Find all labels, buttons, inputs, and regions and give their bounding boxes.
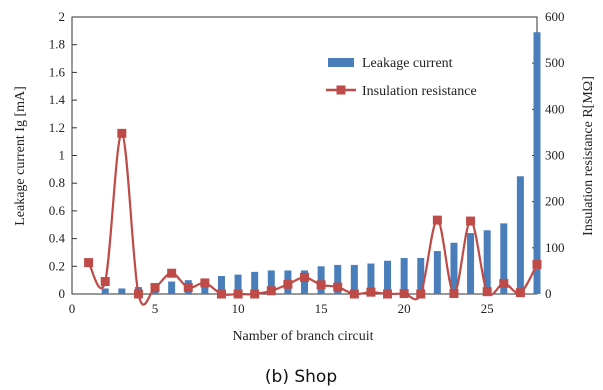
- insulation-resistance-point: [515, 288, 525, 298]
- legend: Leakage current Insulation resistance: [326, 56, 477, 99]
- leakage-bar: [450, 242, 458, 294]
- leakage-bar: [334, 264, 342, 294]
- leakage-bar: [433, 251, 441, 294]
- y-left-tick-label: 2: [59, 9, 66, 24]
- insulation-resistance-point: [84, 258, 94, 268]
- y-left-tick-label: 1.4: [49, 92, 66, 107]
- y-left-tick-label: 1: [59, 148, 66, 163]
- insulation-resistance-point: [266, 286, 276, 296]
- legend-bar-label: Leakage current: [362, 56, 453, 71]
- leakage-bar: [367, 263, 375, 294]
- insulation-resistance-point: [416, 289, 426, 299]
- insulation-resistance-point: [133, 289, 143, 299]
- leakage-bar: [101, 288, 109, 294]
- y-left-tick-label: 0.6: [49, 203, 66, 218]
- insulation-resistance-point: [399, 289, 409, 299]
- y-left-tick-label: 1.8: [49, 37, 65, 52]
- insulation-resistance-point: [466, 216, 476, 226]
- y-left-tick-label: 1.2: [49, 120, 65, 135]
- figure-caption: (b) Shop: [265, 367, 337, 387]
- insulation-resistance-point: [250, 289, 260, 299]
- insulation-resistance-point: [183, 283, 193, 293]
- x-tick-label: 10: [232, 301, 245, 316]
- insulation-resistance-point: [499, 278, 509, 288]
- y-right-tick-label: 300: [545, 148, 565, 163]
- leakage-bar: [500, 223, 508, 294]
- x-tick-label: 0: [69, 301, 76, 316]
- y-left-tick-label: 0.8: [49, 175, 65, 190]
- y-axis-left-label: Leakage current Ig [mA]: [13, 86, 28, 226]
- insulation-resistance-point: [300, 272, 309, 282]
- legend-bar-swatch: [328, 58, 354, 67]
- leakage-bar: [317, 266, 325, 294]
- x-tick-label: 25: [481, 301, 494, 316]
- y-right-tick-label: 200: [545, 194, 565, 209]
- insulation-resistance-point: [532, 259, 542, 269]
- leakage-bar: [251, 271, 259, 294]
- leakage-bar: [350, 264, 358, 294]
- leakage-bar: [118, 288, 126, 294]
- insulation-resistance-point: [233, 289, 243, 299]
- leakage-bar: [417, 257, 425, 294]
- y-right-tick-label: 500: [545, 55, 565, 70]
- x-tick-label: 20: [398, 301, 411, 316]
- y-left-tick-label: 1.6: [49, 64, 66, 79]
- insulation-resistance-point: [200, 278, 210, 288]
- leakage-bar: [533, 32, 541, 295]
- y-left-tick-label: 0.4: [49, 231, 66, 246]
- insulation-resistance-point: [449, 289, 459, 299]
- insulation-resistance-point: [383, 289, 393, 299]
- leakage-bar: [168, 281, 176, 294]
- insulation-resistance-point: [432, 215, 442, 225]
- y-right-tick-label: 400: [545, 101, 565, 116]
- y-axis-right-label: Insulation resistance R[MΩ]: [581, 76, 596, 236]
- insulation-resistance-point: [117, 128, 127, 138]
- insulation-resistance-point: [316, 280, 326, 290]
- leakage-bar: [217, 275, 225, 294]
- legend-line-label: Insulation resistance: [362, 84, 477, 99]
- leakage-bar: [267, 270, 275, 294]
- x-axis-label: Namber of branch circuit: [232, 329, 373, 344]
- insulation-resistance-point: [167, 268, 177, 278]
- insulation-resistance-point: [482, 287, 492, 297]
- legend-line-marker: [336, 85, 346, 95]
- leakage-bar: [483, 230, 491, 294]
- x-tick-label: 15: [315, 301, 328, 316]
- insulation-resistance-point: [100, 277, 110, 287]
- y-right-tick-label: 0: [545, 286, 552, 301]
- insulation-resistance-point: [349, 289, 359, 299]
- leakage-bar: [384, 260, 392, 294]
- y-left-tick-label: 0.2: [49, 258, 65, 273]
- y-right-tick-label: 100: [545, 240, 565, 255]
- insulation-resistance-point: [216, 289, 226, 299]
- insulation-resistance-point: [366, 287, 376, 297]
- leakage-bar: [516, 176, 524, 294]
- leakage-bar: [400, 257, 408, 294]
- insulation-resistance-point: [333, 282, 343, 292]
- y-right-tick-label: 600: [545, 9, 565, 24]
- y-left-tick-label: 0: [59, 286, 66, 301]
- insulation-resistance-point: [283, 279, 293, 289]
- x-tick-label: 5: [152, 301, 159, 316]
- leakage-bar: [467, 233, 475, 294]
- insulation-resistance-point: [150, 283, 160, 293]
- leakage-bar: [234, 274, 242, 294]
- leakage-bar: [301, 270, 308, 294]
